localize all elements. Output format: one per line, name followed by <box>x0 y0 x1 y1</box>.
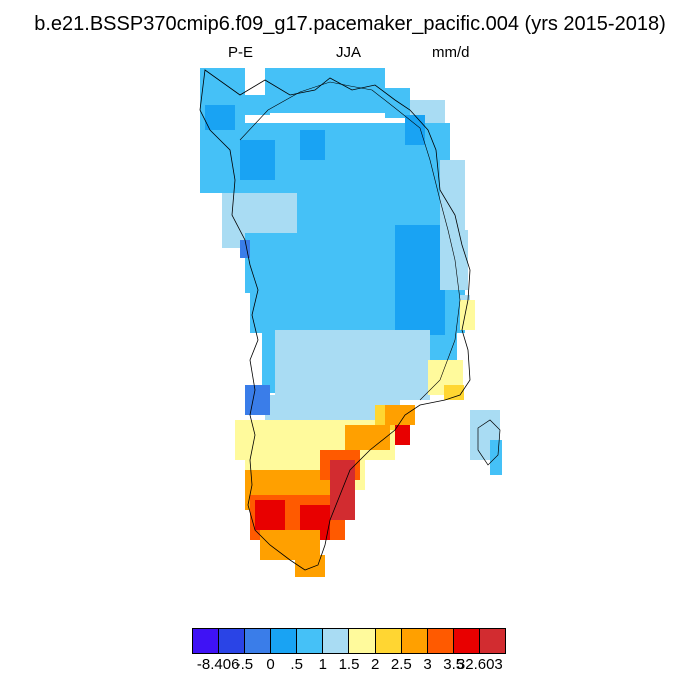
inland-ice-edge <box>239 81 461 401</box>
map-cell <box>440 160 465 230</box>
colorbar-segment <box>479 629 505 653</box>
colorbar-segment <box>401 629 428 653</box>
map-cell <box>385 405 415 425</box>
map-cell <box>385 88 410 118</box>
colorbar-tick-label: 1 <box>318 656 327 673</box>
map-cell <box>395 225 445 335</box>
plot-title: b.e21.BSSP370cmip6.f09_g17.pacemaker_pac… <box>34 13 666 35</box>
variable-label: P-E <box>228 44 254 61</box>
colorbar-tick-label: 2.5 <box>390 656 412 673</box>
colorbar-segment <box>453 629 480 653</box>
colorbar-tick-label: -.5 <box>235 656 254 673</box>
map-cell <box>245 385 270 415</box>
colorbar-tick-label: .5 <box>290 656 303 673</box>
colorbar-segment <box>427 629 454 653</box>
map-cell <box>444 385 464 400</box>
map-cell <box>265 68 385 113</box>
map-cell <box>345 425 390 450</box>
map-cell <box>205 105 235 130</box>
map-cell <box>440 230 468 290</box>
map-cell <box>490 440 502 475</box>
colorbar-segment <box>375 629 402 653</box>
colorbar-segment <box>297 629 324 653</box>
colorbar-tick-label: 0 <box>266 656 275 673</box>
map-cell <box>295 555 325 577</box>
units-label: mm/d <box>432 44 470 61</box>
colorbar-tick-label: 1.5 <box>338 656 360 673</box>
map-cell <box>255 500 285 530</box>
colorbar <box>192 628 506 654</box>
map-cell <box>240 140 275 180</box>
colorbar-labels: -8.406 -.5 0 .5 1 1.5 2 2.5 3 3.5 32.603 <box>0 656 700 676</box>
colorbar-segment <box>323 629 350 653</box>
colorbar-tick-label: 3 <box>423 656 432 673</box>
map-cell <box>275 330 430 400</box>
colorbar-tick-label: -8.406 <box>196 656 240 673</box>
season-label: JJA <box>336 44 362 61</box>
colorbar-segment <box>193 629 220 653</box>
colorbar-tick-label: 3.5 <box>443 656 465 673</box>
colorbar-segment <box>349 629 376 653</box>
colorbar-segment <box>271 629 298 653</box>
colorbar-segment <box>245 629 272 653</box>
coastline <box>199 69 471 571</box>
colorbar-tick-label: 2 <box>370 656 380 673</box>
island-coastline <box>477 419 501 466</box>
map-grid-cells <box>200 68 502 577</box>
map-cell <box>395 425 410 445</box>
map-cell <box>245 95 270 115</box>
map-cell <box>405 115 425 145</box>
colorbar-segment <box>219 629 246 653</box>
map-cell <box>300 130 325 160</box>
map-cell <box>240 240 250 258</box>
colorbar-tick-label: 32.603 <box>456 656 503 673</box>
